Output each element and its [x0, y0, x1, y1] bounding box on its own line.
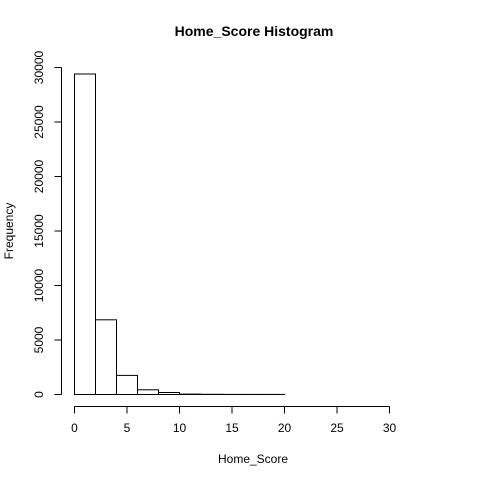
y-tick-label: 0	[32, 391, 46, 398]
y-tick-label: 5000	[32, 326, 46, 353]
x-tick-label: 5	[124, 421, 131, 435]
histogram-bar	[137, 389, 159, 395]
histogram-bar	[158, 392, 180, 395]
x-axis-label: Home_Score	[218, 452, 288, 466]
x-tick-label: 10	[173, 421, 187, 435]
bars	[74, 73, 285, 396]
y-tick-label: 10000	[32, 268, 46, 302]
histogram-bar	[116, 374, 138, 395]
y-tick-label: 25000	[32, 105, 46, 139]
y-tick-label: 20000	[32, 159, 46, 193]
chart-title: Home_Score Histogram	[175, 23, 334, 39]
y-tick-label: 15000	[32, 214, 46, 248]
histogram-bar	[95, 319, 117, 395]
y-tick-label: 30000	[32, 50, 46, 84]
x-tick-label: 20	[278, 421, 292, 435]
y-axis-label: Frequency	[2, 203, 16, 260]
x-tick-label: 30	[383, 421, 397, 435]
x-tick-label: 15	[225, 421, 239, 435]
histogram-bar	[74, 73, 96, 395]
x-axis: 0 5 10 15 20 25 30	[71, 406, 397, 435]
x-tick-label: 0	[71, 421, 78, 435]
x-tick-label: 25	[330, 421, 344, 435]
y-axis: 0 5000 10000 15000 20000 25000 30000	[32, 50, 62, 398]
